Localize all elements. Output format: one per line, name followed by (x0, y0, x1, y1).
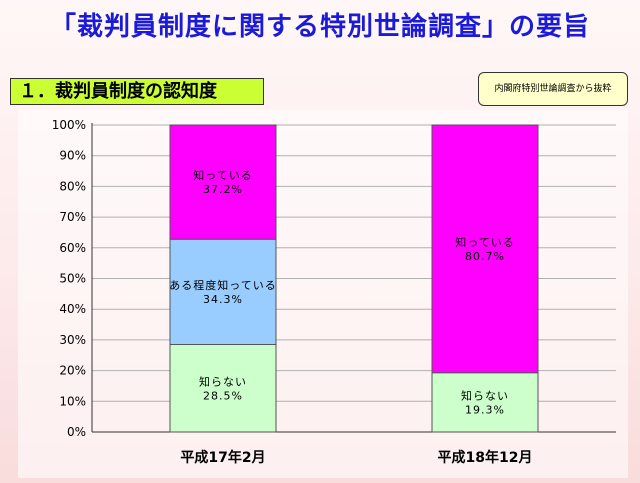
segment-value: 80.7% (465, 250, 505, 263)
y-tick-label: 100% (52, 118, 86, 132)
y-tick-label: 90% (59, 149, 86, 163)
segment-value: 28.5% (203, 389, 243, 402)
segment-label: 知っている (455, 235, 514, 249)
y-tick-label: 60% (59, 241, 86, 255)
bar-segment (169, 238, 277, 346)
segment-value: 37.2% (203, 183, 243, 196)
category-label: 平成18年12月 (438, 449, 533, 466)
bar-segment (169, 344, 277, 433)
chart-area: 0% 10% 20% 30% 40% 50% 60% 70% 80% 90% 100% 知らない 28.… (18, 110, 628, 478)
y-tick-label: 70% (59, 210, 86, 224)
page-title: 「裁判員制度に関する特別世論調査」の要旨 (49, 12, 590, 42)
y-tick-label: 80% (59, 179, 86, 193)
y-tick-label: 40% (59, 302, 86, 316)
segment-label: ある程度知っている (169, 278, 276, 292)
segment-label: 知っている (193, 168, 252, 182)
segment-value: 19.3% (465, 403, 505, 416)
section-heading: １．裁判員制度の認知度 (10, 78, 264, 105)
y-tick-label: 10% (59, 394, 86, 408)
source-note: 内閣府特別世論調査から抜粋 (478, 72, 628, 106)
bar-segment (169, 124, 277, 240)
segment-label: 知らない (199, 374, 247, 388)
awareness-chart: 0%10%20%30%40%50%60%70%80%90%100%知らない28.… (52, 118, 616, 466)
category-label: 平成17年2月 (180, 449, 265, 466)
segment-value: 34.3% (203, 293, 243, 306)
y-tick-label: 20% (59, 364, 86, 378)
y-tick-label: 0% (67, 425, 86, 439)
y-tick-label: 30% (59, 333, 86, 347)
bar-segment (431, 124, 539, 374)
y-tick-label: 50% (59, 272, 86, 286)
segment-label: 知らない (461, 388, 509, 402)
